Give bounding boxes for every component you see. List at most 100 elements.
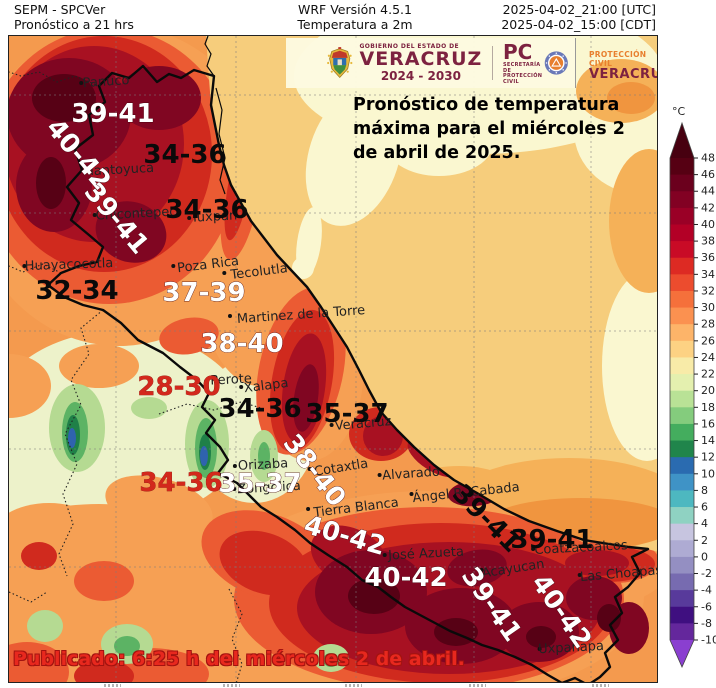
colorbar-segment: [670, 308, 694, 325]
temp-range-label: 40-42: [364, 563, 447, 593]
colorbar-segment: [670, 441, 694, 458]
colorbar-tick-label: 34: [701, 268, 715, 281]
model-source-label: SEPM - SPCVer: [14, 2, 105, 17]
colorbar-segment: [670, 474, 694, 491]
colorbar-segment: [670, 590, 694, 607]
colorbar-segment: [670, 607, 694, 624]
colorbar-tick-label: 4: [701, 517, 708, 530]
temp-range-label: 28-30: [137, 372, 220, 402]
colorbar-arrow-bottom: [670, 640, 694, 667]
colorbar-tick-label: 46: [701, 168, 715, 181]
cdt-time-label: 2025-04-02_15:00 [CDT]: [501, 17, 656, 32]
temp-range-label: 38-40: [200, 329, 283, 359]
colorbar-panel: 4846444240383634323028262422201816141210…: [658, 35, 716, 683]
map-title-line: máxima para el miércoles 2: [353, 117, 653, 141]
city-label: Huayacocotla: [25, 256, 114, 274]
colorbar-tick-label: 20: [701, 384, 715, 397]
pcv-top-label: PROTECCIÓN CIVIL: [589, 51, 658, 68]
colorbar-tick-label: 22: [701, 368, 715, 381]
utc-time-label: 2025-04-02_21:00 [UTC]: [503, 2, 656, 17]
colorbar-tick-label: -8: [701, 617, 712, 630]
government-logo-strip: GOBIERNO DEL ESTADO DE VERACRUZ 2024 - 2…: [286, 38, 576, 88]
colorbar-tick-label: -10: [701, 634, 716, 647]
temp-range-label: 34-36: [165, 195, 248, 225]
colorbar-tick-label: 8: [701, 484, 708, 497]
colorbar-segment: [670, 574, 694, 591]
published-note: Publicado: 6:25 h del miércoles 2 de abr…: [13, 648, 465, 670]
colorbar-segment: [670, 557, 694, 574]
colorbar-segment: [670, 241, 694, 258]
colorbar-segment: [670, 391, 694, 408]
colorbar-tick-label: 26: [701, 334, 715, 347]
proteccion-civil-emblem: [544, 46, 569, 80]
colorbar-segment: [670, 407, 694, 424]
colorbar-tick-label: 28: [701, 318, 715, 331]
colorbar-segment: [670, 374, 694, 391]
colorbar-segment: [670, 540, 694, 557]
temp-range-label: 34-36: [143, 140, 226, 170]
colorbar-segment: [670, 291, 694, 308]
colorbar-segment: [670, 341, 694, 358]
colorbar-segment: [670, 208, 694, 225]
colorbar-segment: [670, 490, 694, 507]
weather-forecast-page: SEPM - SPCVer Pronóstico a 21 hrs WRF Ve…: [0, 0, 716, 688]
map-title-line: de abril de 2025.: [353, 141, 653, 165]
colorbar-segment: [670, 191, 694, 208]
map-title: Pronóstico de temperaturamáxima para el …: [353, 93, 653, 165]
forecast-hours-label: Pronóstico a 21 hrs: [14, 17, 134, 32]
colorbar-segment: [670, 258, 694, 275]
colorbar-tick-label: 14: [701, 434, 715, 447]
colorbar-tick-label: 0: [701, 550, 708, 563]
colorbar-segment: [670, 324, 694, 341]
colorbar-tick-label: 32: [701, 284, 715, 297]
temp-range-label: 39-41: [71, 99, 154, 129]
colorbar-tick-label: 30: [701, 301, 715, 314]
map-title-line: Pronóstico de temperatura: [353, 93, 653, 117]
temp-range-label: 32-34: [35, 276, 118, 306]
colorbar-segment: [670, 274, 694, 291]
temperature-colorbar: 4846444240383634323028262422201816141210…: [658, 35, 716, 683]
colorbar-tick-label: 12: [701, 451, 715, 464]
colorbar-arrow-top: [670, 123, 694, 158]
colorbar-tick-label: 10: [701, 467, 715, 480]
temp-range-label: 35-37: [305, 399, 388, 429]
header-left: SEPM - SPCVer Pronóstico a 21 hrs: [14, 2, 134, 32]
gov-text-block: GOBIERNO DEL ESTADO DE VERACRUZ 2024 - 2…: [359, 44, 482, 83]
logo-divider: [492, 46, 493, 80]
colorbar-tick-label: 44: [701, 185, 715, 198]
forecast-map: PanucoTantoyucaChicontepecTuxpanHuayacoc…: [8, 35, 658, 683]
colorbar-tick-label: 38: [701, 235, 715, 248]
colorbar-tick-label: 42: [701, 201, 715, 214]
colorbar-tick-label: 6: [701, 501, 708, 514]
gov-years-label: 2024 - 2030: [359, 70, 482, 83]
axis-tick-smudge: [104, 684, 121, 687]
colorbar-segment: [670, 457, 694, 474]
colorbar-tick-label: -4: [701, 584, 712, 597]
colorbar-segment: [670, 507, 694, 524]
pc-text-block: PC SECRETARÍA DE PROTECCIÓN CIVIL: [503, 41, 544, 85]
colorbar-segment: [670, 224, 694, 241]
city-marker-dot: [233, 464, 237, 468]
city-marker-dot: [378, 473, 382, 477]
temp-range-label: 39-41: [510, 525, 593, 555]
temp-range-label: 34-36: [139, 468, 222, 498]
colorbar-tick-label: -2: [701, 567, 712, 580]
colorbar-tick-label: 40: [701, 218, 715, 231]
pc-sub2-label: PROTECCIÓN CIVIL: [503, 74, 544, 85]
colorbar-tick-label: 48: [701, 152, 715, 165]
gov-name-label: VERACRUZ: [359, 50, 482, 70]
pcv-text-block: PROTECCIÓN CIVIL VERACRUZ: [589, 51, 658, 83]
colorbar-tick-label: 24: [701, 351, 715, 364]
axis-tick-smudge: [223, 684, 240, 687]
header-right: 2025-04-02_21:00 [UTC] 2025-04-02_15:00 …: [496, 2, 656, 32]
temp-range-label: 37-39: [162, 278, 245, 308]
city-marker-dot: [171, 264, 175, 268]
city-marker-dot: [222, 271, 226, 275]
colorbar-tick-label: 2: [701, 534, 708, 547]
colorbar-segment: [670, 158, 694, 175]
axis-tick-smudge: [469, 684, 486, 687]
colorbar-segment: [670, 175, 694, 192]
colorbar-segment: [670, 357, 694, 374]
model-version-label: WRF Versión 4.5.1: [298, 2, 412, 17]
colorbar-segment: [670, 623, 694, 640]
